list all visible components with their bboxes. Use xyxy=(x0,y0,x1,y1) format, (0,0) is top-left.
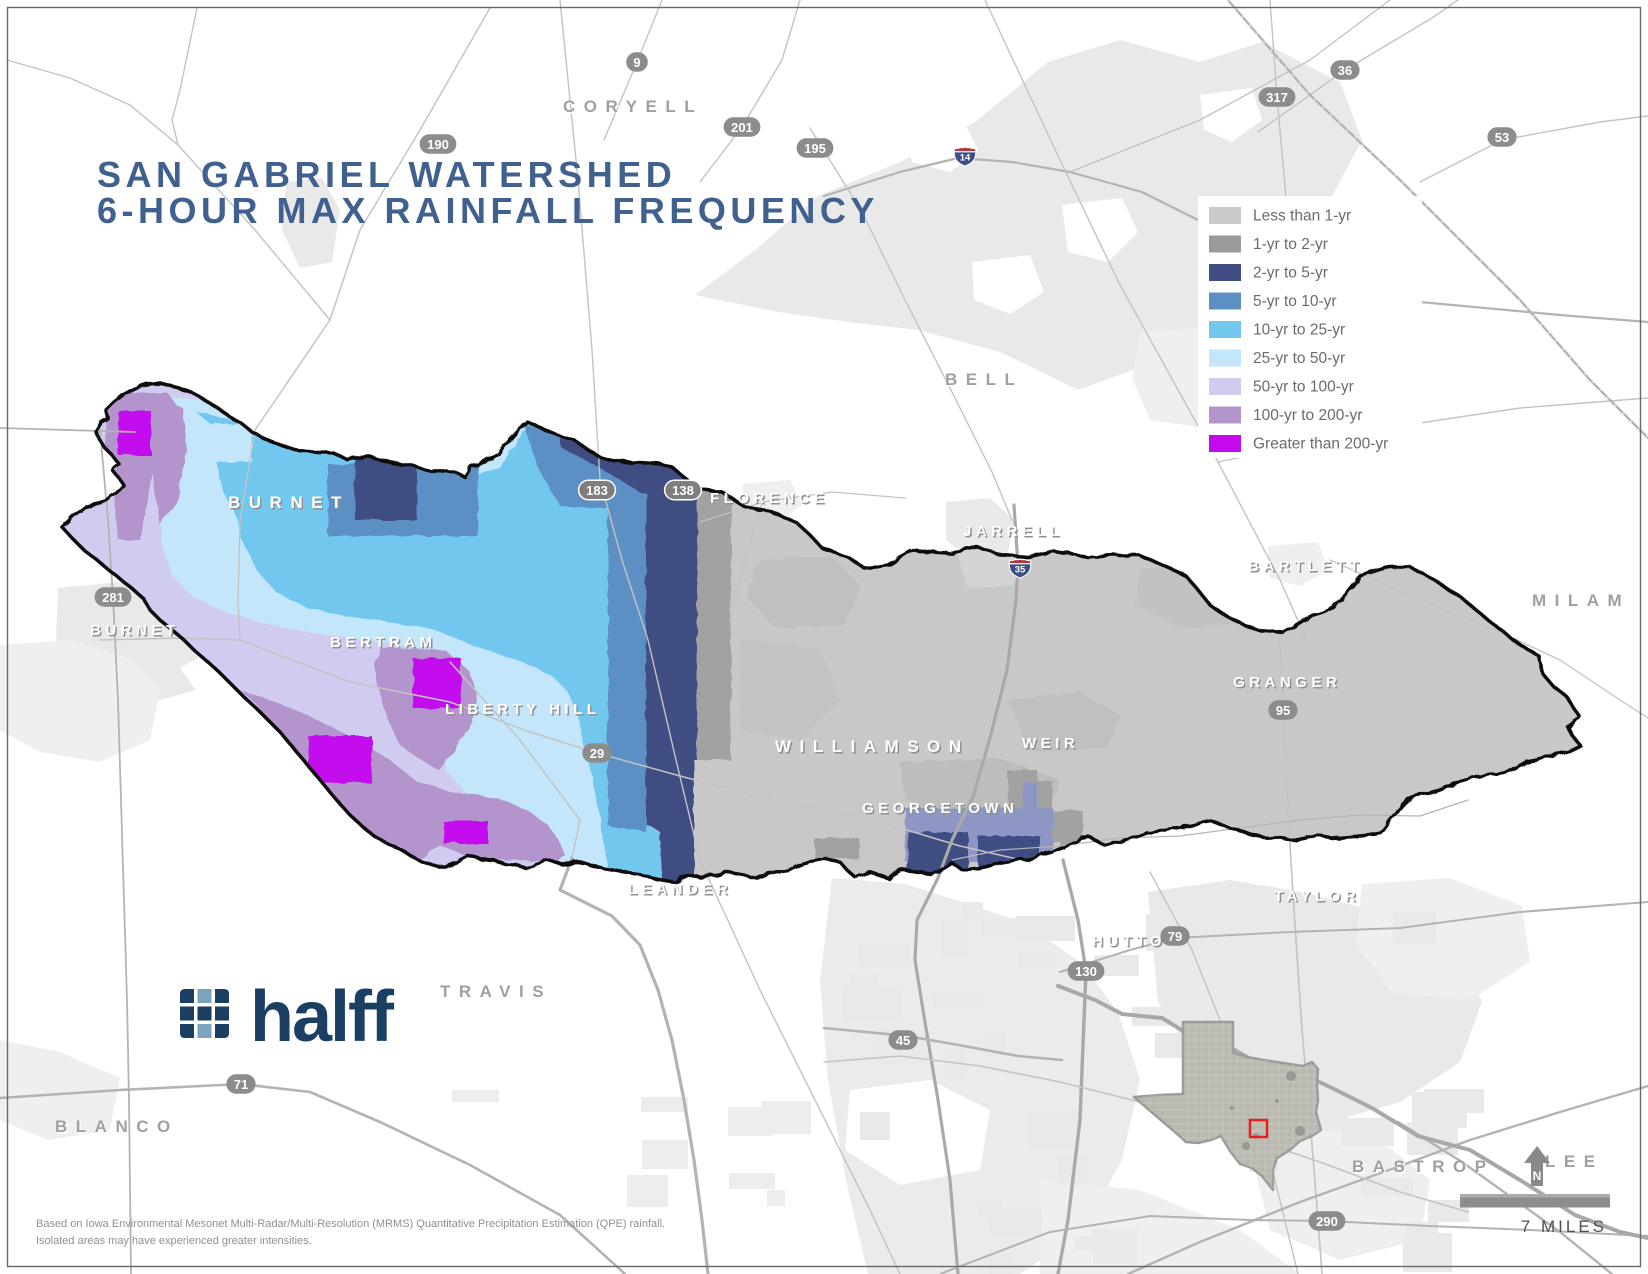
svg-text:29: 29 xyxy=(590,746,604,761)
svg-text:100-yr to 200-yr: 100-yr to 200-yr xyxy=(1253,407,1362,424)
svg-text:LEE: LEE xyxy=(1545,1152,1604,1171)
svg-text:BERTRAM: BERTRAM xyxy=(330,634,437,651)
svg-text:317: 317 xyxy=(1266,90,1288,105)
svg-text:5-yr to 10-yr: 5-yr to 10-yr xyxy=(1253,293,1337,310)
svg-text:10-yr to 25-yr: 10-yr to 25-yr xyxy=(1253,322,1345,339)
svg-text:190: 190 xyxy=(427,137,449,152)
svg-text:JARRELL: JARRELL xyxy=(963,523,1064,540)
svg-text:6-HOUR MAX RAINFALL FREQUENCY: 6-HOUR MAX RAINFALL FREQUENCY xyxy=(97,190,879,231)
svg-text:WEIR: WEIR xyxy=(1022,735,1079,752)
svg-text:Isolated areas may have experi: Isolated areas may have experienced grea… xyxy=(36,1235,312,1247)
svg-text:7 MILES: 7 MILES xyxy=(1521,1217,1607,1236)
svg-text:BURNET: BURNET xyxy=(228,493,350,512)
svg-text:GEORGETOWN: GEORGETOWN xyxy=(862,800,1018,817)
svg-text:95: 95 xyxy=(1276,703,1290,718)
svg-text:Greater than 200-yr: Greater than 200-yr xyxy=(1253,436,1388,453)
svg-text:SAN GABRIEL WATERSHED: SAN GABRIEL WATERSHED xyxy=(97,154,676,195)
svg-text:201: 201 xyxy=(731,120,753,135)
svg-text:WILLIAMSON: WILLIAMSON xyxy=(775,737,970,756)
svg-text:Less than 1-yr: Less than 1-yr xyxy=(1253,208,1351,225)
svg-text:LIBERTY HILL: LIBERTY HILL xyxy=(445,701,600,718)
svg-text:25-yr to 50-yr: 25-yr to 50-yr xyxy=(1253,350,1345,367)
svg-text:GRANGER: GRANGER xyxy=(1233,674,1341,691)
svg-text:35: 35 xyxy=(1015,565,1026,576)
svg-text:130: 130 xyxy=(1075,964,1097,979)
svg-text:14: 14 xyxy=(960,153,971,164)
svg-text:FLORENCE: FLORENCE xyxy=(710,490,829,507)
svg-text:CORYELL: CORYELL xyxy=(563,97,703,116)
svg-text:LEANDER: LEANDER xyxy=(628,881,732,898)
svg-text:N: N xyxy=(1533,1169,1542,1183)
svg-text:50-yr to 100-yr: 50-yr to 100-yr xyxy=(1253,379,1354,396)
svg-text:45: 45 xyxy=(896,1033,910,1048)
svg-text:79: 79 xyxy=(1168,929,1182,944)
svg-text:MILAM: MILAM xyxy=(1532,591,1630,610)
svg-text:2-yr to 5-yr: 2-yr to 5-yr xyxy=(1253,265,1328,282)
svg-text:TRAVIS: TRAVIS xyxy=(440,982,552,1001)
svg-text:Based on Iowa Environmental Me: Based on Iowa Environmental Mesonet Mult… xyxy=(36,1218,665,1230)
svg-text:HUTTO: HUTTO xyxy=(1092,933,1166,950)
svg-text:BASTROP: BASTROP xyxy=(1352,1157,1495,1176)
svg-text:71: 71 xyxy=(234,1077,248,1092)
svg-text:TAYLOR: TAYLOR xyxy=(1274,888,1360,905)
svg-text:BELL: BELL xyxy=(945,370,1023,389)
svg-text:halff: halff xyxy=(250,977,395,1057)
svg-text:BURNET: BURNET xyxy=(90,622,180,639)
svg-text:138: 138 xyxy=(672,483,694,498)
svg-text:36: 36 xyxy=(1338,63,1352,78)
svg-text:9: 9 xyxy=(633,55,640,70)
svg-text:195: 195 xyxy=(804,141,826,156)
svg-text:BLANCO: BLANCO xyxy=(55,1117,179,1136)
svg-text:53: 53 xyxy=(1495,130,1509,145)
svg-text:281: 281 xyxy=(102,590,124,605)
svg-text:183: 183 xyxy=(586,483,608,498)
svg-text:BARTLETT: BARTLETT xyxy=(1248,558,1363,575)
svg-text:290: 290 xyxy=(1316,1214,1338,1229)
svg-text:1-yr to 2-yr: 1-yr to 2-yr xyxy=(1253,236,1328,253)
